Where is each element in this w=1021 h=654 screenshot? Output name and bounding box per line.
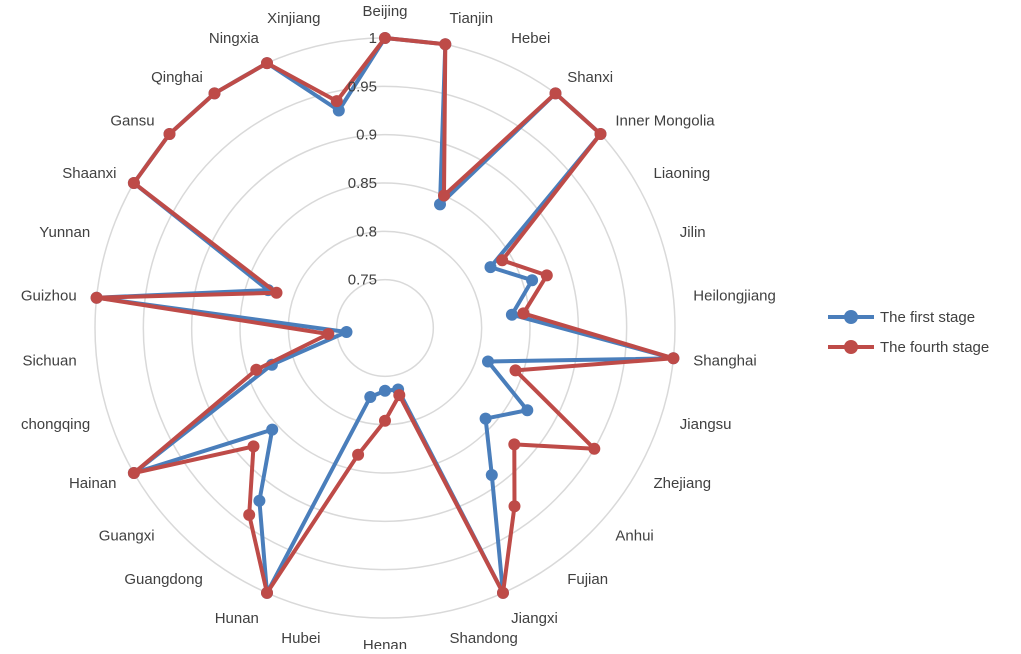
category-label-1: Tianjin bbox=[450, 10, 494, 27]
series-1-point-6 bbox=[540, 269, 553, 282]
category-label-22: Sichuan bbox=[22, 352, 76, 369]
category-label-13: Jiangxi bbox=[511, 610, 558, 627]
legend-label-fourth-stage: The fourth stage bbox=[880, 338, 990, 356]
radial-tick-label-0: 0.75 bbox=[348, 272, 377, 289]
category-label-7: Heilongjiang bbox=[693, 288, 776, 305]
radial-tick-label-4: 0.95 bbox=[348, 78, 377, 95]
category-label-0: Beijing bbox=[362, 3, 407, 20]
radial-tick-label-3: 0.9 bbox=[356, 127, 377, 144]
series-1-point-18 bbox=[243, 508, 256, 521]
series-1-point-8 bbox=[667, 352, 680, 365]
series-1-point-9 bbox=[509, 364, 522, 377]
category-label-18: Guangdong bbox=[124, 571, 202, 588]
series-1-point-13 bbox=[497, 586, 509, 599]
category-label-15: Henan bbox=[363, 637, 407, 649]
series-0-point-29 bbox=[332, 104, 345, 117]
series-0-point-18 bbox=[253, 494, 266, 507]
category-label-27: Qinghai bbox=[151, 69, 203, 86]
series-1-point-17 bbox=[261, 586, 273, 599]
category-label-19: Guangxi bbox=[99, 527, 155, 544]
grid-ring-4 bbox=[142, 85, 628, 571]
series-line-1 bbox=[94, 36, 676, 595]
legend-item-fourth-stage[interactable]: The fourth stage bbox=[828, 332, 989, 362]
series-1-point-26 bbox=[163, 128, 176, 140]
series-1-point-2 bbox=[438, 189, 450, 202]
legend-label-first-stage: The first stage bbox=[880, 308, 976, 326]
category-label-3: Shanxi bbox=[567, 69, 613, 86]
series-1-point-12 bbox=[508, 500, 521, 513]
legend-item-first-stage[interactable]: The first stage bbox=[828, 302, 989, 332]
series-1-point-28 bbox=[261, 57, 273, 70]
series-0-point-19 bbox=[266, 423, 279, 436]
series-1-point-19 bbox=[247, 440, 260, 453]
category-label-21: chongqing bbox=[21, 416, 90, 433]
category-label-8: Shanghai bbox=[693, 352, 756, 369]
series-1-point-15 bbox=[379, 414, 391, 427]
series-1-point-10 bbox=[588, 442, 601, 455]
series-1-point-25 bbox=[127, 177, 140, 189]
series-0-point-15 bbox=[379, 384, 391, 397]
series-1-point-14 bbox=[393, 389, 406, 402]
series-0-point-10 bbox=[521, 404, 534, 417]
series-0-point-9 bbox=[482, 355, 494, 368]
category-label-24: Yunnan bbox=[39, 224, 90, 241]
category-label-4: Inner Mongolia bbox=[615, 113, 715, 130]
category-label-12: Fujian bbox=[567, 571, 608, 588]
radial-tick-label-5: 1 bbox=[369, 30, 377, 47]
series-1-point-16 bbox=[352, 448, 365, 461]
category-label-11: Anhui bbox=[615, 527, 653, 544]
category-label-16: Hubei bbox=[281, 630, 320, 647]
category-label-2: Hebei bbox=[511, 30, 550, 47]
grid-ring-0 bbox=[335, 278, 435, 378]
chart-legend: The first stage The fourth stage bbox=[828, 302, 989, 362]
series-0-point-12 bbox=[485, 469, 498, 481]
series-1-point-24 bbox=[270, 286, 283, 299]
series-1-point-0 bbox=[379, 32, 391, 44]
category-label-26: Gansu bbox=[110, 113, 154, 130]
series-1-point-29 bbox=[330, 95, 343, 108]
series-1-point-23 bbox=[90, 291, 103, 304]
series-0-point-16 bbox=[364, 391, 377, 403]
series-1-point-3 bbox=[549, 87, 562, 100]
series-1-point-7 bbox=[517, 307, 530, 320]
series-1-point-11 bbox=[508, 438, 521, 451]
category-label-25: Shaanxi bbox=[62, 165, 116, 182]
radial-tick-label-2: 0.85 bbox=[348, 175, 377, 192]
category-label-5: Liaoning bbox=[654, 165, 711, 182]
series-1-point-20 bbox=[127, 467, 140, 479]
series-1-point-22 bbox=[322, 328, 335, 340]
series-1-point-5 bbox=[496, 254, 509, 267]
series-0-point-22 bbox=[340, 326, 353, 338]
category-label-28: Ningxia bbox=[209, 30, 260, 47]
category-label-6: Jilin bbox=[680, 224, 706, 241]
series-0-point-6 bbox=[526, 274, 539, 287]
grid-ring-3 bbox=[190, 133, 580, 523]
category-label-20: Hainan bbox=[69, 475, 117, 492]
radial-tick-label-1: 0.8 bbox=[356, 223, 377, 240]
legend-swatch-first-stage bbox=[828, 310, 874, 324]
series-0-point-11 bbox=[479, 412, 492, 425]
category-label-17: Hunan bbox=[215, 610, 259, 627]
category-label-9: Jiangsu bbox=[680, 416, 732, 433]
series-1-point-21 bbox=[250, 363, 263, 376]
series-0-point-5 bbox=[484, 261, 497, 274]
series-1-point-27 bbox=[208, 87, 221, 100]
grid-ring-2 bbox=[239, 182, 531, 474]
category-label-23: Guizhou bbox=[21, 288, 77, 305]
category-label-10: Zhejiang bbox=[654, 475, 712, 492]
series-0-point-7 bbox=[505, 308, 518, 321]
series-1-point-1 bbox=[439, 38, 452, 51]
series-1-point-4 bbox=[594, 128, 607, 140]
legend-swatch-fourth-stage bbox=[828, 340, 874, 354]
category-label-14: Shandong bbox=[450, 630, 518, 647]
category-label-29: Xinjiang bbox=[267, 10, 320, 27]
